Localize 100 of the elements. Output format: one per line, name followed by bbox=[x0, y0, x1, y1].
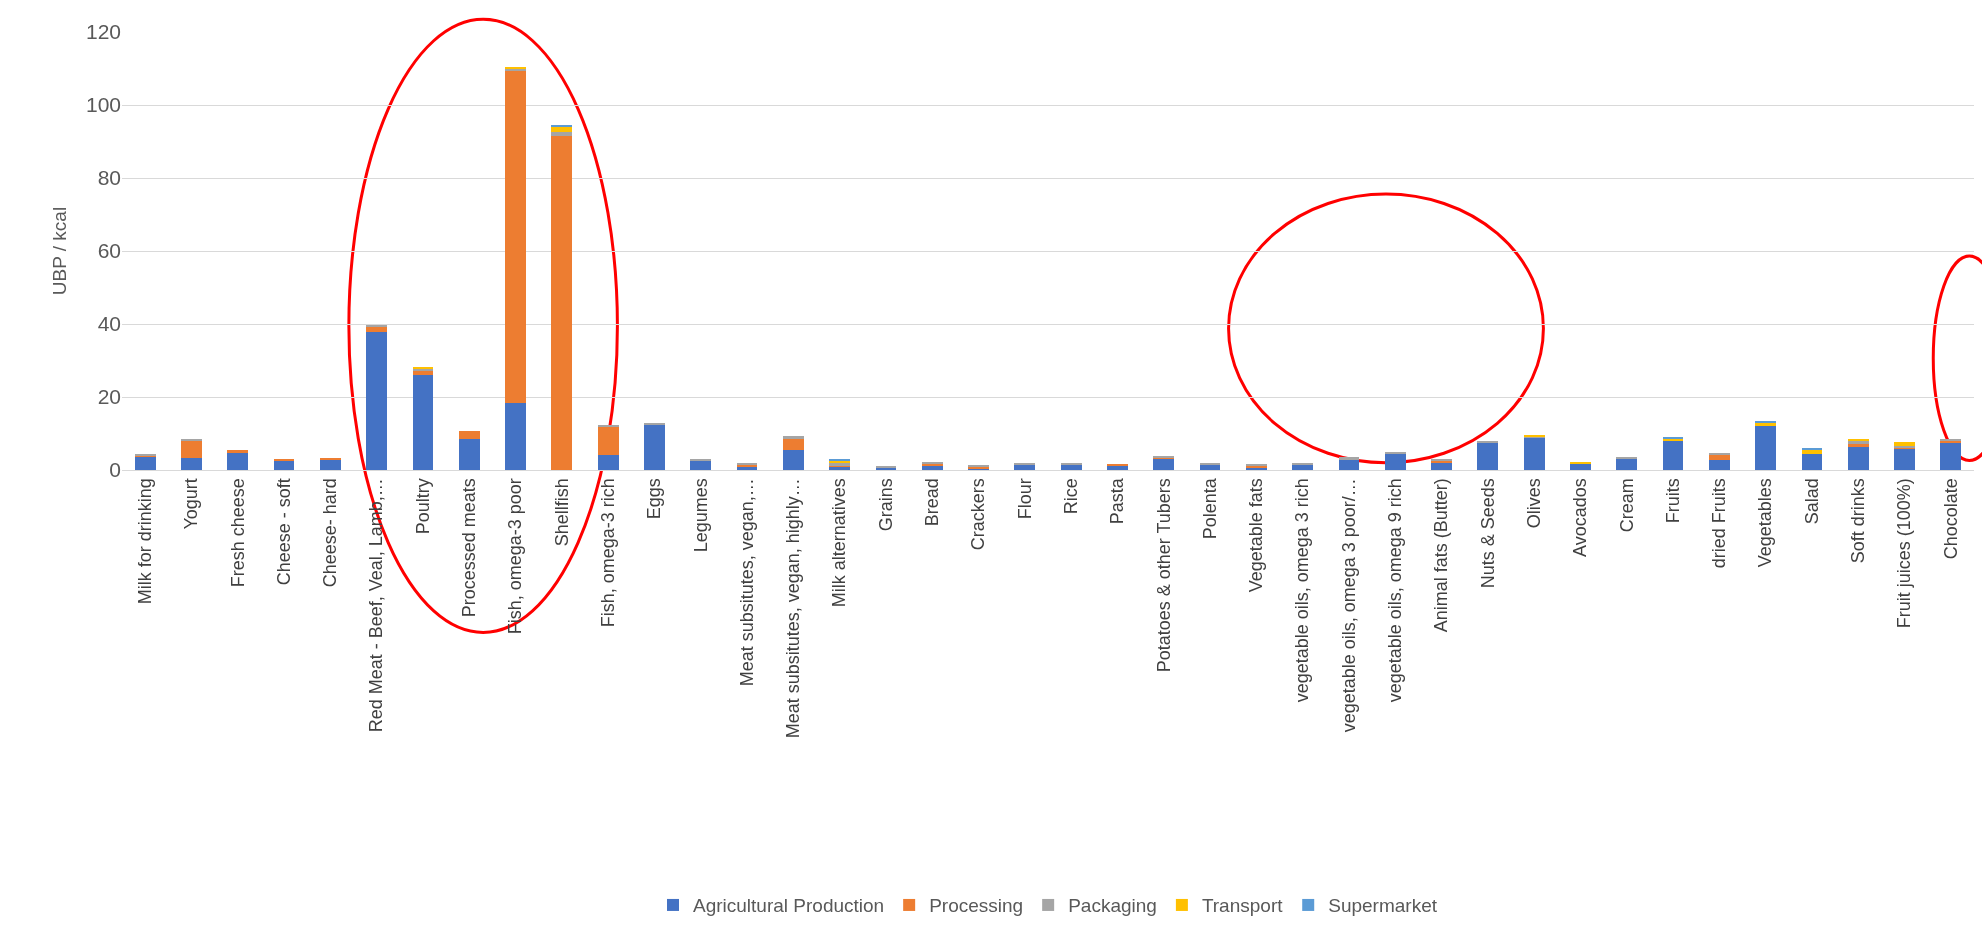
x-tick-label: Meat subsitutes, vegan, highly… bbox=[783, 478, 804, 739]
bar bbox=[1570, 464, 1591, 470]
x-tick-label: Chocolate bbox=[1940, 478, 1961, 560]
x-tick-label: Meat subsitutes, vegan,… bbox=[736, 478, 757, 687]
legend-label: Supermarket bbox=[1328, 895, 1438, 917]
bar bbox=[1060, 464, 1082, 470]
bar bbox=[1755, 425, 1777, 470]
x-tick-label: Eggs bbox=[644, 478, 665, 520]
y-tick-label: 0 bbox=[109, 458, 121, 482]
bar bbox=[1338, 457, 1360, 460]
bar bbox=[1570, 461, 1591, 465]
y-tick-label: 60 bbox=[97, 239, 121, 263]
bar bbox=[1199, 464, 1221, 470]
x-tick-label: Processed meats bbox=[459, 478, 480, 618]
bar bbox=[1431, 463, 1452, 470]
y-tick-label: 20 bbox=[97, 385, 121, 409]
bar bbox=[644, 424, 665, 470]
bar bbox=[1801, 449, 1823, 454]
bar bbox=[921, 465, 943, 470]
x-tick-label: Poultry bbox=[412, 478, 433, 535]
bar bbox=[366, 332, 388, 470]
x-tick-label: vegetable oils, omega 3 poor/… bbox=[1338, 478, 1359, 733]
x-tick-label: Vegetable fats bbox=[1246, 478, 1267, 593]
bar bbox=[181, 457, 202, 470]
bar bbox=[319, 459, 341, 470]
x-tick-label: Nuts & Seeds bbox=[1477, 478, 1498, 589]
x-tick-label: Cream bbox=[1616, 478, 1637, 533]
bar bbox=[505, 403, 526, 470]
legend-label: Processing bbox=[929, 895, 1024, 917]
bar bbox=[1847, 444, 1869, 447]
bar bbox=[1708, 454, 1730, 460]
x-tick-label: Salad bbox=[1801, 478, 1822, 525]
bar bbox=[1523, 437, 1545, 470]
x-tick-label: vegetable oils, omega 9 rich bbox=[1385, 478, 1406, 703]
y-tick-label: 80 bbox=[97, 166, 121, 190]
x-tick-label: Grains bbox=[875, 478, 896, 532]
bar bbox=[505, 71, 526, 404]
x-tick-label: Vegetables bbox=[1755, 478, 1776, 568]
bar bbox=[134, 456, 156, 470]
x-tick-label: Fruit juices (100%) bbox=[1894, 478, 1915, 629]
y-tick-label: 100 bbox=[85, 93, 121, 117]
bar bbox=[1014, 464, 1036, 470]
bar bbox=[227, 452, 249, 470]
bar bbox=[1894, 448, 1915, 470]
x-tick-label: Cheese- hard bbox=[320, 478, 341, 588]
x-tick-label: Milk for drinking bbox=[135, 478, 155, 605]
bar bbox=[273, 460, 295, 470]
bar bbox=[1292, 464, 1314, 470]
bar bbox=[181, 440, 202, 458]
x-tick-label: Fish, omega-3 poor bbox=[505, 478, 526, 635]
x-tick-label: Avocados bbox=[1570, 478, 1591, 557]
y-tick-label: 40 bbox=[97, 312, 121, 336]
bar bbox=[1847, 438, 1869, 441]
bar bbox=[597, 455, 619, 470]
x-tick-label: Yogurt bbox=[181, 478, 202, 530]
bar bbox=[782, 438, 804, 450]
x-tick-label: Fresh cheese bbox=[227, 478, 248, 588]
bar bbox=[782, 436, 804, 439]
bar bbox=[782, 449, 804, 470]
bar bbox=[1384, 453, 1406, 470]
bar bbox=[551, 136, 573, 470]
bar bbox=[1894, 441, 1915, 446]
y-tick-label: 120 bbox=[85, 20, 121, 44]
bar bbox=[1708, 459, 1730, 470]
x-tick-label: dried Fruits bbox=[1709, 478, 1730, 569]
legend-label: Agricultural Production bbox=[693, 895, 885, 917]
x-tick-label: Fruits bbox=[1662, 478, 1683, 524]
x-tick-label: Polenta bbox=[1199, 477, 1220, 540]
x-tick-label: Animal fats (Butter) bbox=[1431, 478, 1452, 633]
bar bbox=[1940, 443, 1962, 470]
bar bbox=[458, 438, 480, 470]
bar bbox=[1107, 465, 1128, 470]
bar bbox=[597, 427, 619, 456]
bar bbox=[1708, 452, 1730, 455]
bar bbox=[458, 430, 480, 439]
x-tick-label: Pasta bbox=[1107, 477, 1128, 525]
x-tick-label: Shellfish bbox=[551, 478, 572, 547]
x-tick-label: Legumes bbox=[690, 478, 711, 553]
x-tick-label: Red Meat - Beef, Veal, Lamb,… bbox=[366, 478, 387, 733]
bar bbox=[227, 450, 249, 453]
bar bbox=[690, 460, 712, 470]
x-tick-label: Rice bbox=[1061, 478, 1081, 515]
x-tick-label: Bread bbox=[922, 478, 943, 527]
bar bbox=[1662, 440, 1684, 470]
bar bbox=[1616, 458, 1638, 470]
bar bbox=[412, 375, 434, 470]
bar bbox=[1477, 442, 1499, 470]
x-tick-label: Milk alternatives bbox=[829, 478, 850, 608]
x-tick-label: Soft drinks bbox=[1848, 478, 1869, 564]
x-tick-label: Fish, omega-3 rich bbox=[598, 478, 618, 628]
x-tick-label: Flour bbox=[1014, 478, 1035, 520]
bar bbox=[1153, 458, 1175, 470]
legend-label: Packaging bbox=[1068, 895, 1157, 917]
bar bbox=[551, 132, 573, 137]
bar bbox=[1847, 446, 1869, 470]
x-tick-label: Potatoes & other Tubers bbox=[1153, 478, 1174, 673]
legend-label: Transport bbox=[1201, 895, 1284, 917]
x-tick-label: vegetable oils, omega 3 rich bbox=[1292, 478, 1313, 703]
y-axis-title: UBP / kcal bbox=[48, 206, 70, 296]
x-tick-label: Olives bbox=[1524, 478, 1544, 529]
